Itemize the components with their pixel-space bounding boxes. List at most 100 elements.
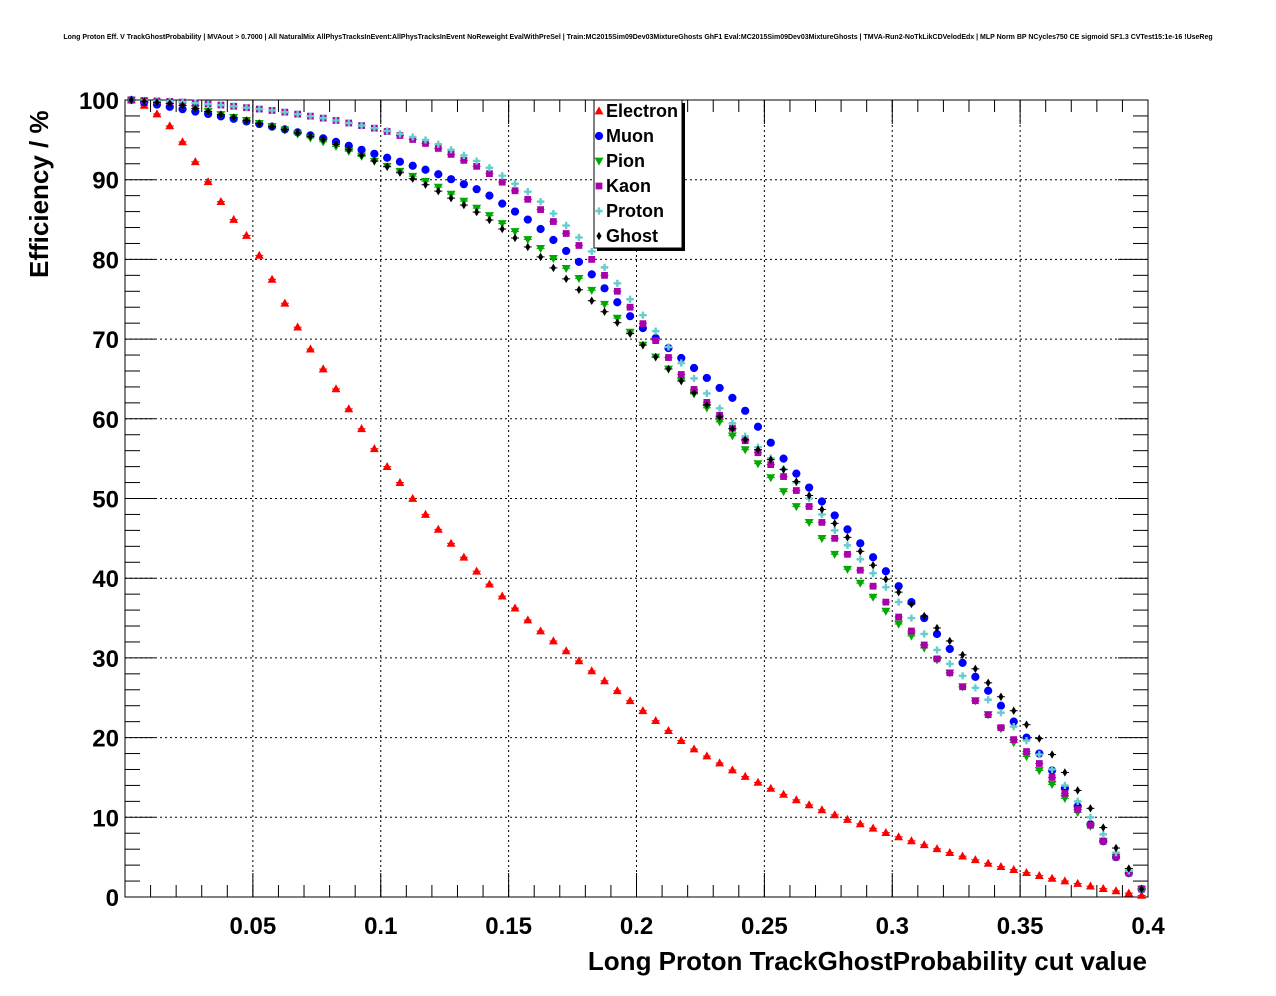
data-point-ghost <box>934 623 940 633</box>
data-point-proton <box>958 672 967 680</box>
data-point-electron <box>1086 881 1095 890</box>
data-point-electron <box>1060 876 1070 885</box>
data-point-ghost <box>295 128 301 138</box>
data-point-proton <box>204 100 212 108</box>
data-point-proton <box>575 233 583 242</box>
y-tick-label: 0 <box>106 885 119 912</box>
x-tick-label: 0.15 <box>485 913 532 940</box>
data-point-proton <box>370 124 378 132</box>
data-point-electron <box>331 384 341 393</box>
data-point-muon <box>446 175 456 184</box>
data-points <box>126 95 1147 899</box>
y-tick-label: 100 <box>79 88 119 115</box>
data-point-ghost <box>243 116 250 125</box>
data-point-electron <box>408 493 418 502</box>
data-point-proton <box>383 127 391 135</box>
data-point-ghost <box>550 263 556 273</box>
data-point-ghost <box>269 122 275 131</box>
data-point-electron <box>958 851 968 860</box>
data-point-ghost <box>320 135 326 144</box>
data-point-ghost <box>755 445 761 454</box>
data-point-proton <box>485 164 494 172</box>
data-point-proton <box>1035 750 1043 759</box>
data-point-kaon <box>588 256 596 263</box>
legend-label-proton: Proton <box>606 201 664 221</box>
legend-label-electron: Electron <box>606 101 678 121</box>
data-point-proton <box>728 419 737 427</box>
data-point-muon <box>434 170 443 179</box>
data-point-ghost <box>1062 768 1068 777</box>
data-point-muon <box>996 701 1006 710</box>
data-point-proton <box>460 151 468 159</box>
data-point-proton <box>856 555 864 563</box>
data-point-electron <box>638 706 648 715</box>
data-point-proton <box>217 101 225 109</box>
data-point-electron <box>497 591 507 600</box>
data-point-electron <box>216 196 226 205</box>
data-point-proton <box>242 104 251 112</box>
data-point-ghost <box>947 636 953 646</box>
data-point-ghost <box>1075 786 1081 795</box>
data-point-ghost <box>640 340 646 350</box>
data-point-ghost <box>154 98 160 107</box>
data-point-electron <box>1047 873 1057 882</box>
data-point-proton <box>1099 830 1107 838</box>
data-point-electron <box>996 861 1006 870</box>
data-point-proton <box>230 102 238 110</box>
data-point-proton <box>1010 723 1018 731</box>
data-point-ghost <box>614 318 620 327</box>
data-point-kaon <box>665 354 672 361</box>
data-point-electron <box>433 524 443 533</box>
data-point-kaon <box>511 187 519 195</box>
data-point-pion <box>766 474 776 483</box>
data-point-electron <box>600 676 609 685</box>
data-point-electron <box>421 509 430 518</box>
data-point-kaon <box>818 519 826 526</box>
data-point-kaon <box>908 627 915 635</box>
data-point-proton <box>255 105 263 113</box>
data-point-ghost <box>1100 823 1106 832</box>
y-tick-labels: 0 10 20 30 40 50 60 70 80 90 100 <box>79 88 119 912</box>
data-point-muon <box>600 284 609 293</box>
legend-label-pion: Pion <box>606 151 645 171</box>
legend-box <box>593 99 683 249</box>
data-point-kaon <box>1023 748 1030 755</box>
data-point-ghost <box>768 455 774 464</box>
data-point-proton <box>268 106 276 115</box>
data-point-kaon <box>971 697 979 705</box>
data-point-ghost <box>448 193 454 203</box>
data-point-kaon <box>498 178 506 186</box>
data-point-muon <box>383 153 392 162</box>
data-point-proton <box>920 630 928 638</box>
data-point-muon <box>472 185 481 194</box>
data-point-proton <box>1061 781 1069 790</box>
data-point-electron <box>382 461 392 470</box>
data-point-kaon <box>831 534 839 542</box>
data-point-pion <box>779 488 789 497</box>
data-point-electron <box>369 444 379 453</box>
data-point-proton <box>562 221 570 230</box>
data-point-muon <box>510 207 520 216</box>
data-point-proton <box>639 311 647 319</box>
data-point-electron <box>766 783 776 792</box>
data-point-proton <box>357 122 366 130</box>
data-point-proton <box>332 116 340 125</box>
data-point-ghost <box>998 692 1004 701</box>
y-tick-label: 20 <box>92 726 119 753</box>
data-point-electron <box>868 823 878 832</box>
data-point-muon <box>881 567 890 576</box>
data-point-muon <box>792 469 801 478</box>
data-point-muon <box>498 199 507 208</box>
data-point-pion <box>881 607 891 616</box>
legend-marker-muon <box>594 131 604 141</box>
data-point-pion <box>804 519 814 528</box>
data-point-kaon <box>1061 790 1069 797</box>
data-point-electron <box>817 805 827 814</box>
legend-label-muon: Muon <box>606 126 654 146</box>
data-point-muon <box>984 686 993 695</box>
data-point-electron <box>548 636 558 645</box>
data-point-muon <box>766 438 775 447</box>
data-point-proton <box>396 130 404 138</box>
data-point-ghost <box>563 274 569 284</box>
data-point-electron <box>267 274 277 283</box>
